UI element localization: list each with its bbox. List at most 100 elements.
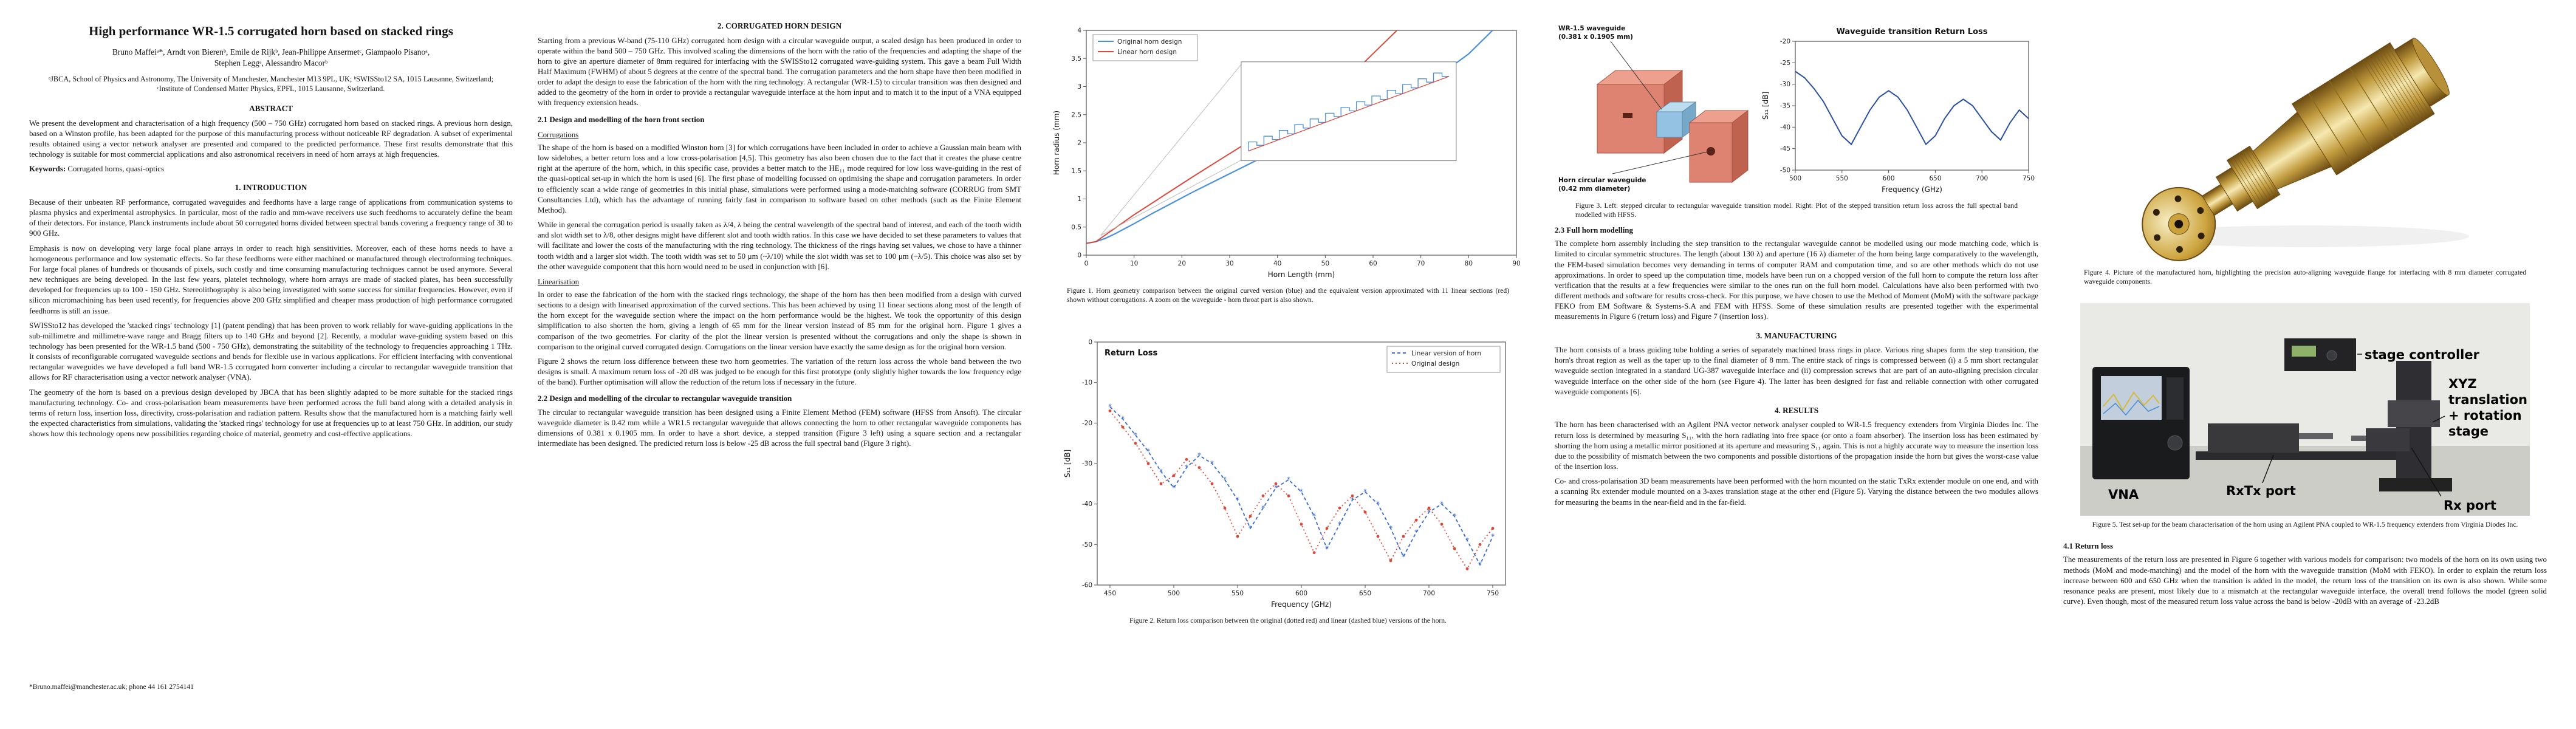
- svg-text:*: *: [1363, 488, 1367, 496]
- svg-text:*: *: [1300, 488, 1303, 496]
- footnote-email: *Bruno.maffei@manchester.ac.uk; phone 44…: [29, 682, 194, 691]
- svg-text:750: 750: [1487, 590, 1499, 597]
- figure-5: VNA RxTx port stage controller XYZ trans…: [2063, 303, 2547, 529]
- svg-text:550: 550: [1836, 175, 1848, 182]
- svg-text:1: 1: [1077, 196, 1081, 203]
- photo-shadow: [2141, 225, 2469, 247]
- transition-cube-front: [1656, 111, 1683, 138]
- svg-text:*: *: [1197, 451, 1201, 460]
- linearisation-heading: Linearisation: [538, 277, 580, 286]
- keywords-line: Keywords: Corrugated horns, quasi-optics: [29, 164, 513, 174]
- full-horn-modelling-paragraph: The complete horn assembly including the…: [1555, 239, 2038, 321]
- column-figures-1-2: 0 10 20 30 40 50 60 70 80 90 0 0.5 1 1.5 2 2.5 3 3.5 4 Horn…: [1046, 21, 1530, 719]
- front-slab-side: [1732, 109, 1749, 183]
- legend: [1092, 34, 1198, 61]
- svg-text:*: *: [1185, 464, 1188, 472]
- linearisation-paragraph: Figure 2 shows the return loss differenc…: [538, 357, 1021, 387]
- figure-1: 0 10 20 30 40 50 60 70 80 90 0 0.5 1 1.5 2 2.5 3 3.5 4 Horn…: [1046, 21, 1530, 304]
- controller-knob: [2326, 350, 2337, 361]
- keywords-text: Corrugated horns, quasi-optics: [66, 165, 164, 174]
- svg-text:700: 700: [1976, 175, 1988, 182]
- intro-paragraph: The geometry of the horn is based on a p…: [29, 388, 513, 439]
- figure2-return-loss-chart: 450 500 550 600 650 700 750 0 -10 -20 -30 -40 -50 -60…: [1062, 332, 1514, 612]
- svg-text:*: *: [1210, 459, 1214, 468]
- horn-wg-leader-line: [1612, 151, 1708, 174]
- waveguide-aperture: [2174, 219, 2184, 228]
- xyz-label-line4: stage: [2448, 424, 2489, 439]
- svg-text:*: *: [1134, 431, 1137, 439]
- rxtx-port-label: RxTx port: [2226, 484, 2296, 498]
- svg-text:2.5: 2.5: [1071, 111, 1081, 118]
- vna-knob: [2167, 435, 2183, 451]
- authors-line-1: Bruno Maffeiᵃ*, Arndt von Bierenᵇ, Emile…: [112, 47, 430, 57]
- rxtx-waveguide-tip: [2299, 433, 2333, 440]
- svg-text:3: 3: [1077, 83, 1081, 91]
- bolt-hole: [2176, 245, 2183, 253]
- column-photos-returnloss: Figure 4. Picture of the manufactured ho…: [2063, 21, 2547, 719]
- rx-leader: [2411, 447, 2442, 497]
- stage-controller-label: stage controller: [2365, 347, 2480, 362]
- figure2-caption: Figure 2. Return loss comparison between…: [1129, 617, 1447, 625]
- svg-text:Linear version of horn: Linear version of horn: [1411, 350, 1481, 357]
- svg-text:2: 2: [1077, 140, 1081, 147]
- rxtx-extender-module: [2208, 423, 2299, 453]
- vna-button-panel: [2167, 377, 2184, 420]
- svg-text:*: *: [1402, 552, 1405, 561]
- keywords-label: Keywords:: [29, 165, 66, 174]
- rx-waveguide-tip: [2351, 436, 2366, 442]
- svg-text:*: *: [1312, 512, 1316, 521]
- figure-3: WR-1.5 waveguide (0.381 x 0.1905 mm): [1555, 21, 2038, 219]
- figure5-caption: Figure 5. Test set-up for the beam chara…: [2092, 521, 2518, 529]
- legend: [1386, 346, 1501, 373]
- svg-text:-20: -20: [1780, 38, 1790, 46]
- svg-text:*: *: [1351, 496, 1354, 504]
- knurl-texture-2: [2362, 44, 2432, 132]
- svg-text:-40: -40: [1780, 124, 1790, 131]
- svg-text:3.5: 3.5: [1071, 55, 1081, 63]
- svg-text:*: *: [1376, 500, 1380, 508]
- manufacturing-heading: 3. MANUFACTURING: [1756, 330, 1837, 340]
- column-title-intro: High performance WR-1.5 corrugated horn …: [29, 21, 513, 719]
- figure1-caption: Figure 1. Horn geometry comparison betwe…: [1067, 287, 1509, 304]
- svg-text:Frequency (GHz): Frequency (GHz): [1271, 600, 1332, 609]
- svg-text:-40: -40: [1082, 501, 1092, 508]
- intro-paragraph: SWISSto12 has developed the 'stacked rin…: [29, 321, 513, 382]
- xyz-label-line2: translation: [2448, 392, 2527, 407]
- knurl-texture: [2229, 146, 2279, 208]
- figure1-horn-geometry-chart: 0 10 20 30 40 50 60 70 80 90 0 0.5 1 1.5 2 2.5 3 3.5 4 Horn…: [1051, 21, 1525, 282]
- svg-text:*: *: [1236, 496, 1239, 504]
- rx-port-label: Rx port: [2444, 498, 2496, 513]
- svg-text:*: *: [1427, 508, 1431, 516]
- paper-title: High performance WR-1.5 corrugated horn …: [89, 24, 453, 38]
- svg-text:S₁₁ [dB]: S₁₁ [dB]: [1761, 92, 1770, 120]
- abstract-heading: ABSTRACT: [249, 104, 293, 114]
- svg-text:-60: -60: [1082, 582, 1092, 589]
- svg-text:*: *: [1389, 524, 1392, 533]
- abstract-text: We present the development and character…: [29, 118, 513, 159]
- tube-grooves: [2308, 67, 2395, 165]
- corrugations-paragraph: The shape of the horn is based on a modi…: [538, 143, 1021, 214]
- bolt-hole: [2197, 232, 2205, 239]
- svg-text:Frequency (GHz): Frequency (GHz): [1882, 185, 1942, 194]
- vna-trace-yellow: [2103, 391, 2160, 412]
- bolt-hole: [2197, 207, 2204, 214]
- intro-paragraph: Because of their unbeaten RF performance…: [29, 197, 513, 238]
- end-cap: [2412, 38, 2450, 96]
- svg-text:40: 40: [1273, 260, 1281, 267]
- svg-text:650: 650: [1359, 590, 1371, 597]
- stage-base: [2379, 478, 2452, 492]
- svg-text:Horn radius (mm): Horn radius (mm): [1052, 111, 1061, 175]
- svg-text:90: 90: [1512, 260, 1520, 267]
- design-heading: 2. CORRUGATED HORN DESIGN: [717, 21, 842, 30]
- svg-text:Linear horn design: Linear horn design: [1117, 49, 1177, 56]
- rectangular-waveguide-hole: [1623, 113, 1632, 118]
- svg-text:-45: -45: [1780, 145, 1790, 152]
- optical-rail: [2196, 451, 2396, 460]
- introduction-heading: 1. INTRODUCTION: [235, 183, 307, 193]
- svg-text:650: 650: [1929, 175, 1941, 182]
- svg-text:0: 0: [1084, 260, 1089, 267]
- svg-text:70: 70: [1417, 260, 1425, 267]
- vna-trace-blue: [2103, 399, 2160, 416]
- svg-text:*: *: [1274, 484, 1278, 492]
